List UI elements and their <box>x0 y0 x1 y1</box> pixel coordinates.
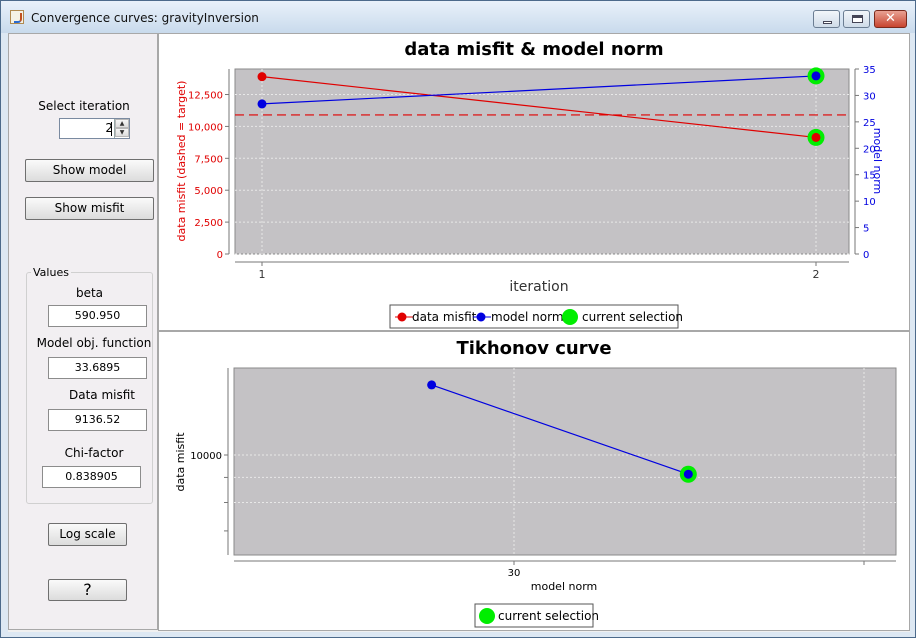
beta-field[interactable]: 590.950 <box>48 305 147 327</box>
tikhonov-title: Tikhonov curve <box>456 338 611 359</box>
spinner-up-arrow-icon[interactable]: ▲ <box>115 119 129 128</box>
tikhonov-data-point <box>427 380 437 390</box>
chart-title: data misfit & model norm <box>404 39 663 60</box>
show-model-button[interactable]: Show model <box>25 159 154 182</box>
iteration-spinner[interactable]: 2 ▲ ▼ <box>59 118 130 139</box>
left-tick-label: 0 <box>217 250 223 261</box>
left-tick-label: 2,500 <box>194 218 223 229</box>
tikhonov-x-tick-label: 30 <box>508 568 521 579</box>
data-point-data-misfit <box>257 72 267 82</box>
legend-model-norm-label: model norm <box>491 310 564 324</box>
chi-factor-field[interactable]: 0.838905 <box>42 466 141 488</box>
tikhonov-y-label: data misfit <box>174 432 187 492</box>
java-app-icon <box>10 10 24 24</box>
right-tick-label: 20 <box>863 144 876 155</box>
plot-area <box>234 68 850 255</box>
right-tick-label: 30 <box>863 91 876 102</box>
beta-label: beta <box>75 286 104 300</box>
right-tick-label: 25 <box>863 118 876 129</box>
tikhonov-y-tick-label: 10000 <box>190 451 222 462</box>
legend-selection-marker <box>562 309 578 325</box>
legend: data misfit model norm current selection <box>389 304 683 329</box>
data-point-data-misfit <box>811 132 821 142</box>
legend-model-norm-marker <box>476 312 486 322</box>
model-obj-field[interactable]: 33.6895 <box>48 357 147 379</box>
convergence-chart: data misfit & model norm 0 2,500 5,000 7,50… <box>175 39 884 329</box>
left-tick-label: 5,000 <box>194 186 223 197</box>
minimize-button[interactable] <box>813 10 840 28</box>
left-tick-label: 10,000 <box>188 122 223 133</box>
right-tick-label: 15 <box>863 171 876 182</box>
log-scale-button[interactable]: Log scale <box>48 523 127 546</box>
tikhonov-plot-area <box>233 367 897 556</box>
data-misfit-field[interactable]: 9136.52 <box>48 409 147 431</box>
x-tick-label: 2 <box>813 268 820 281</box>
series-line-model-norm <box>261 75 817 105</box>
title-bar[interactable]: Convergence curves: gravityInversion ✕ <box>1 1 915 33</box>
series-line-data-misfit <box>261 76 817 139</box>
left-axis-label: data misfit (dashed = target) <box>175 81 188 242</box>
legend-selection-label: current selection <box>582 310 683 324</box>
text-caret <box>111 122 112 136</box>
right-tick-label: 35 <box>863 65 876 76</box>
maximize-button[interactable] <box>843 10 870 28</box>
left-tick-label: 7,500 <box>194 154 223 165</box>
client-area: Select iteration 2 ▲ ▼ Show model Show m… <box>8 33 910 632</box>
iteration-value[interactable]: 2 <box>105 121 113 135</box>
spinner-down-arrow-icon[interactable]: ▼ <box>115 128 129 137</box>
legend-misfit-label: data misfit <box>412 310 477 324</box>
tikhonov-curve-line <box>431 384 689 475</box>
select-iteration-label: Select iteration <box>38 99 130 113</box>
help-button[interactable]: ? <box>48 579 127 601</box>
values-group: Values <box>26 266 153 504</box>
close-icon: ✕ <box>885 11 896 26</box>
values-group-label: Values <box>31 266 71 279</box>
right-tick-label: 10 <box>863 197 876 208</box>
tikhonov-legend: current selection <box>474 603 599 628</box>
tikhonov-chart-panel: Tikhonov curve 30 10000 data misfit model… <box>158 331 910 631</box>
close-button[interactable]: ✕ <box>874 10 907 28</box>
data-point-model-norm <box>257 99 267 109</box>
right-axis-label: model norm <box>871 128 884 195</box>
convergence-chart-panel: data misfit & model norm 0 2,500 5,000 7,50… <box>158 33 910 331</box>
right-tick-label: 0 <box>863 250 869 261</box>
data-misfit-label: Data misfit <box>68 388 135 402</box>
x-tick-label: 1 <box>259 268 266 281</box>
chi-factor-label: Chi-factor <box>64 446 124 460</box>
right-tick-label: 5 <box>863 224 869 235</box>
tikhonov-legend-label: current selection <box>498 609 599 623</box>
show-misfit-button[interactable]: Show misfit <box>25 197 154 220</box>
tikhonov-legend-selection-marker <box>479 608 495 624</box>
left-tick-label: 12,500 <box>188 91 223 102</box>
data-point-model-norm <box>811 71 821 81</box>
tikhonov-x-label: model norm <box>531 580 598 593</box>
tikhonov-data-point <box>683 469 693 479</box>
window-title: Convergence curves: gravityInversion <box>31 11 259 25</box>
model-obj-label: Model obj. function <box>36 336 152 350</box>
control-sidebar: Select iteration 2 ▲ ▼ Show model Show m… <box>8 33 158 630</box>
tikhonov-chart: Tikhonov curve 30 10000 data misfit model… <box>174 338 897 628</box>
x-axis-label: iteration <box>509 279 568 295</box>
legend-misfit-marker <box>397 312 407 322</box>
